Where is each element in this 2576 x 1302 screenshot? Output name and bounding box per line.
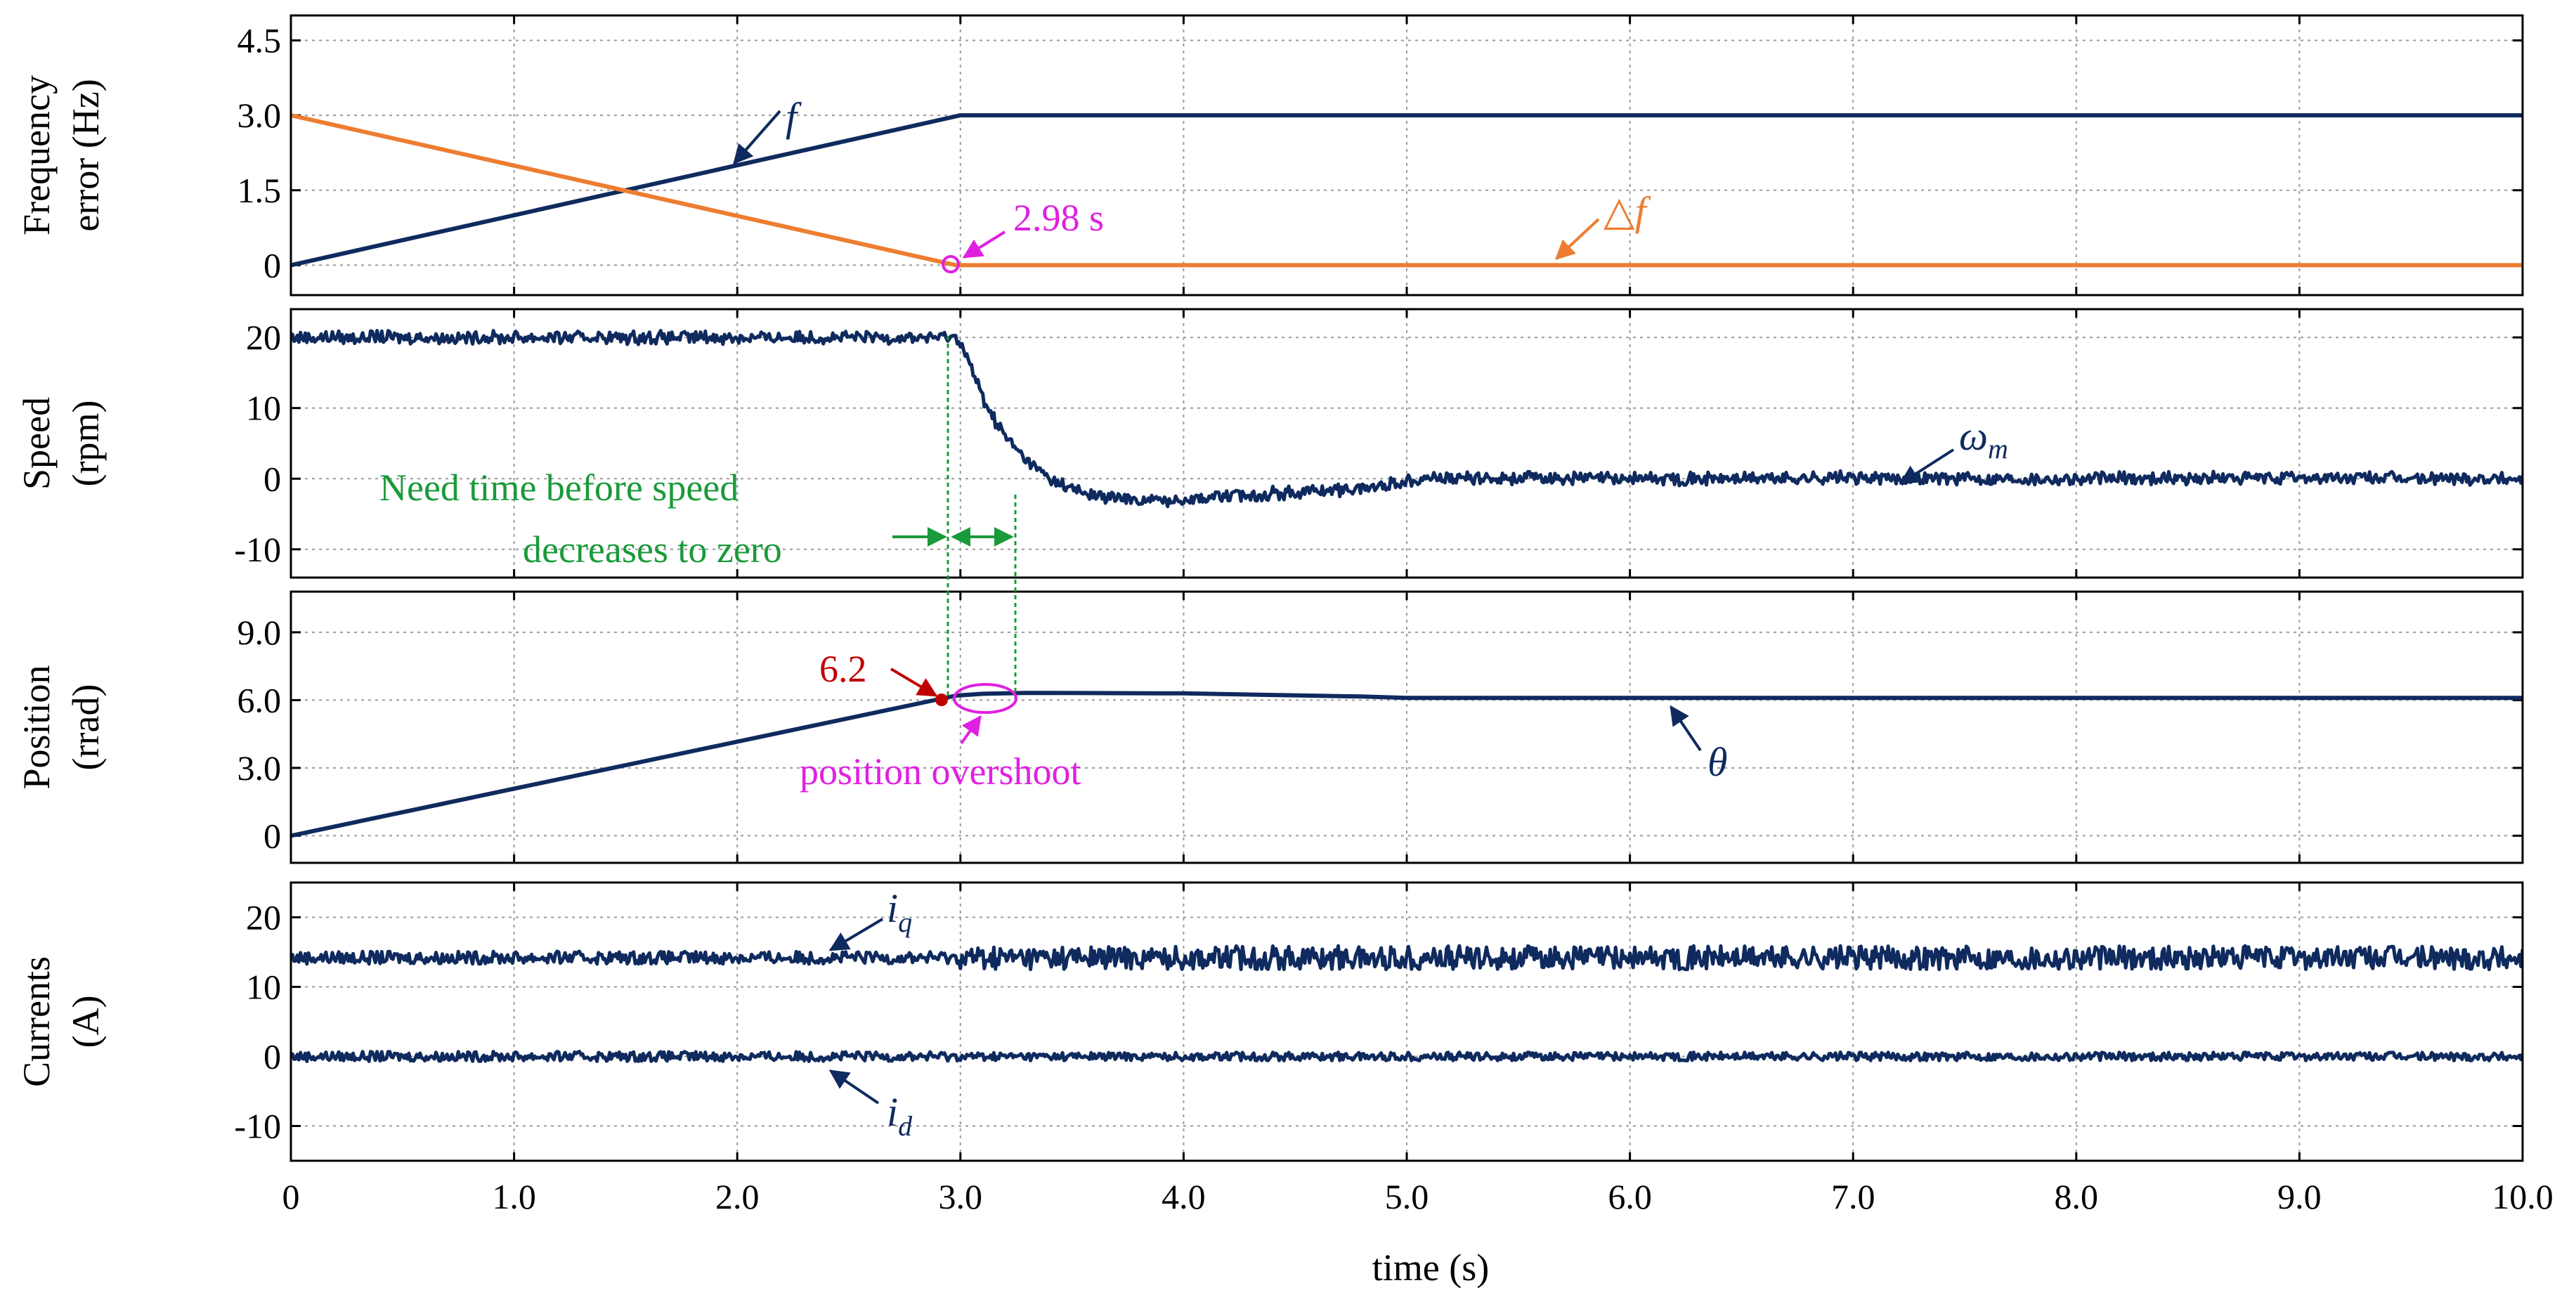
- panel-frequency: 0 1.5 3.0 4.5 Frequency error (Hz): [15, 14, 2524, 297]
- plot-frame: [290, 881, 2524, 1162]
- time-marker-circle: [942, 255, 960, 273]
- f-label: f: [786, 94, 802, 140]
- need-time-text-1: Need time before speed: [379, 467, 739, 509]
- y-tick-label: -10: [234, 1107, 281, 1146]
- series-ωm: [291, 329, 2523, 509]
- y-axis-label-position: Position (rrad): [15, 665, 107, 789]
- x-tick-label: 10.0: [2492, 1177, 2554, 1216]
- theta-label: θ: [1707, 739, 1728, 785]
- x-tick-label: 1.0: [492, 1177, 536, 1216]
- series-iq: [291, 944, 2523, 972]
- overshoot-label: position overshoot: [800, 750, 1081, 793]
- position-value-arrow: [890, 668, 938, 697]
- y-axis-label-frequency: Frequency error (Hz): [15, 75, 107, 235]
- omega-label: ωm: [1959, 413, 2008, 464]
- y-tick-label: 3.0: [238, 96, 282, 135]
- y-tick-label: 4.5: [238, 21, 282, 60]
- position-value-label: 6.2: [819, 648, 867, 690]
- id-label: id: [887, 1089, 913, 1142]
- df-arrow: [1554, 218, 1600, 260]
- plot-frame: [290, 308, 2524, 579]
- plot-frame: [290, 590, 2524, 864]
- series-θ: [291, 691, 2523, 838]
- y-tick-label: 0: [264, 1037, 281, 1076]
- id-arrow: [828, 1069, 880, 1105]
- time-marker-label: 2.98 s: [1013, 197, 1104, 239]
- series-id: [291, 1050, 2523, 1063]
- need-time-text-2: decreases to zero: [523, 528, 782, 571]
- overshoot-ellipse: [953, 683, 1017, 714]
- y-tick-label: 6.0: [238, 680, 282, 720]
- panel-position: 0 3.0 6.0 9.0 Position (rrad): [15, 590, 2524, 864]
- series-Δf: [291, 113, 2523, 268]
- df-label: △f: [1604, 188, 1651, 234]
- series-f: [291, 113, 2523, 268]
- panel-speed: -10 0 10 20 Speed (rpm): [15, 308, 2524, 579]
- x-tick-label: 0: [282, 1177, 300, 1216]
- position-marker-dot: [935, 694, 948, 706]
- x-tick-label: 4.0: [1162, 1177, 1206, 1216]
- x-tick-label: 9.0: [2277, 1177, 2322, 1216]
- y-tick-label: 20: [246, 898, 281, 937]
- x-tick-label: 3.0: [939, 1177, 983, 1216]
- y-axis-label-speed: Speed (rpm): [15, 397, 107, 490]
- x-tick-label: 5.0: [1385, 1177, 1429, 1216]
- y-tick-label: 3.0: [238, 748, 282, 788]
- plot-frame: [290, 14, 2524, 297]
- y-tick-label: 10: [246, 389, 281, 428]
- panels-layer: 0 1.5 3.0 4.5 Frequency error (Hz) -10 0 10 20 Spe…: [15, 14, 2524, 1162]
- y-tick-label: 0: [264, 459, 281, 498]
- panel-currents: -10 0 10 20 Currents (A): [15, 881, 2524, 1162]
- y-tick-label: 20: [246, 318, 281, 357]
- iq-arrow: [828, 918, 884, 951]
- overshoot-arrow: [960, 715, 982, 745]
- x-axis-label: time (s): [1372, 1246, 1489, 1289]
- x-tick-label: 6.0: [1608, 1177, 1652, 1216]
- y-tick-label: 10: [246, 968, 281, 1007]
- y-axis-label-currents: Currents (A): [15, 956, 107, 1087]
- y-tick-label: 0: [264, 245, 281, 285]
- y-tick-label: 1.5: [238, 171, 282, 210]
- theta-arrow: [1670, 705, 1702, 752]
- x-tick-label: 2.0: [715, 1177, 760, 1216]
- iq-label: iq: [887, 885, 912, 938]
- omega-arrow: [1899, 448, 1955, 485]
- y-tick-label: 9.0: [238, 613, 282, 652]
- y-tick-label: 0: [264, 816, 281, 855]
- f-arrow: [733, 110, 781, 165]
- x-tick-labels: 0 1.0 2.0 3.0 4.0 5.0 6.0 7.0 8.0 9.0 10.0: [282, 1177, 2554, 1216]
- time-marker-arrow: [962, 230, 1006, 259]
- y-tick-label: -10: [234, 530, 281, 569]
- x-tick-label: 7.0: [1831, 1177, 1875, 1216]
- x-tick-label: 8.0: [2055, 1177, 2099, 1216]
